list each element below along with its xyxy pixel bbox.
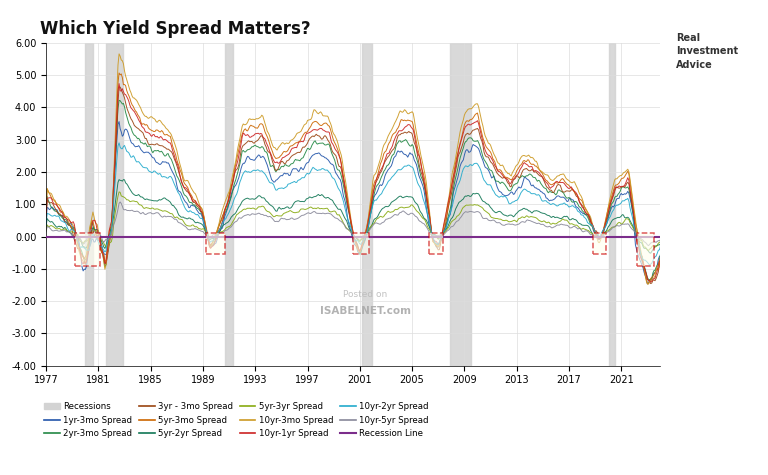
Bar xyxy=(353,233,369,254)
Text: ISABELNET.com: ISABELNET.com xyxy=(320,306,411,316)
Bar xyxy=(610,43,614,366)
Bar xyxy=(85,43,93,366)
Text: Real
Investment
Advice: Real Investment Advice xyxy=(676,33,738,70)
Bar xyxy=(225,43,233,366)
Bar xyxy=(74,233,100,266)
Legend: Recessions, 1yr-3mo Spread, 2yr-3mo Spread, 3yr - 3mo Spread, 5yr-3mo Spread, 5y: Recessions, 1yr-3mo Spread, 2yr-3mo Spre… xyxy=(45,402,429,438)
Bar xyxy=(450,43,471,366)
Bar xyxy=(637,233,654,266)
Text: Posted on: Posted on xyxy=(343,290,388,299)
Text: Which Yield Spread Matters?: Which Yield Spread Matters? xyxy=(40,20,310,38)
Bar xyxy=(206,233,225,254)
Bar xyxy=(106,43,123,366)
Bar xyxy=(429,233,443,254)
Bar xyxy=(592,233,606,254)
Bar xyxy=(362,43,372,366)
